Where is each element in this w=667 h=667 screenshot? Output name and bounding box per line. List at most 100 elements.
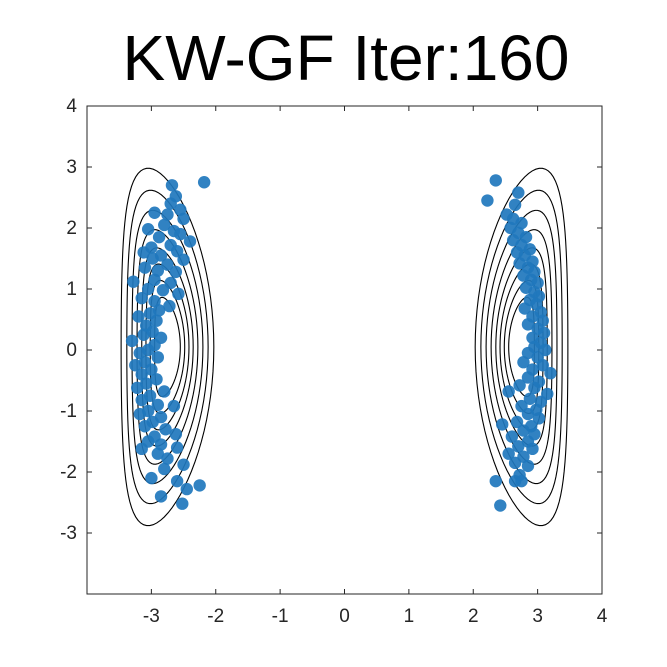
- scatter-point-1-56: [510, 415, 524, 429]
- x-tick-label-1: -2: [207, 606, 224, 627]
- scatter-point-0-56: [135, 393, 148, 407]
- scatter-point-0-5: [148, 206, 161, 219]
- scatter-point-0-30: [172, 287, 185, 301]
- y-axis-ticks: -3 -2 -1 0 1 2 3 4: [60, 96, 602, 544]
- scatter-point-0-25: [127, 275, 140, 288]
- scatter-point-0-42: [125, 334, 139, 348]
- scatter-point-1-61: [505, 430, 519, 443]
- scatter-point-0-58: [167, 399, 181, 413]
- y-tick-label-5: 2: [66, 218, 77, 239]
- scatter-point-0-28: [141, 282, 155, 296]
- x-tick-label-6: 3: [532, 606, 543, 627]
- scatter-point-0-69: [170, 441, 184, 454]
- scatter-point-0-54: [158, 385, 171, 398]
- scatter-point-0-12: [152, 230, 166, 244]
- scatter-point-0-51: [150, 373, 163, 386]
- scatter-point-0-8: [158, 218, 171, 232]
- scatter-point-1-46: [513, 379, 526, 392]
- scatter-point-1-43: [544, 366, 557, 380]
- scatter-point-0-46: [151, 351, 165, 364]
- scatter-point-1-2: [481, 194, 494, 207]
- scatter-point-1-70: [489, 474, 502, 488]
- scatter-point-0-40: [137, 328, 150, 341]
- scatter-point-1-50: [523, 392, 537, 405]
- scatter-point-0-77: [193, 479, 206, 492]
- scatter-point-0-22: [138, 261, 152, 274]
- contour-line-1-1: [480, 189, 563, 505]
- scatter-point-0-72: [161, 452, 174, 465]
- scatter-point-1-65: [502, 447, 515, 460]
- scatter-point-1-48: [502, 385, 515, 398]
- y-tick-label-4: 1: [66, 279, 77, 300]
- scatter-point-0-53: [131, 381, 144, 395]
- scatter-point-1-63: [512, 440, 525, 453]
- scatter-point-1-3: [508, 198, 522, 212]
- scatter-point-0-33: [163, 299, 176, 313]
- contour-line-1-3: [490, 229, 553, 465]
- scatter-point-0-80: [176, 497, 189, 510]
- scatter-point-1-54: [521, 407, 535, 421]
- scatter-point-0-20: [177, 253, 190, 266]
- scatter-point-1-31: [521, 318, 535, 331]
- contour-line-1-0: [474, 167, 569, 527]
- scatter-point-1-41: [536, 359, 549, 372]
- chart-title: KW-GF Iter:160: [123, 22, 570, 94]
- scatter-point-0-79: [154, 490, 168, 503]
- scatter-point-1-64: [526, 442, 539, 456]
- scatter-point-1-44: [521, 371, 535, 384]
- scatter-point-1-58: [496, 418, 509, 431]
- scatter-point-0-48: [129, 359, 142, 372]
- x-tick-label-5: 2: [468, 606, 479, 627]
- y-tick-label-3: 0: [66, 340, 77, 361]
- x-tick-label-0: -3: [143, 606, 160, 627]
- scatter-point-0-45: [133, 346, 146, 360]
- scatter-point-0-31: [135, 291, 148, 305]
- scatter-point-0-60: [133, 407, 146, 421]
- scatter-point-0-63: [138, 420, 152, 433]
- scatter-point-0-26: [148, 273, 161, 287]
- contour-line-1-2: [485, 209, 558, 485]
- scatter-point-0-70: [135, 442, 148, 456]
- scatter-point-0-50: [135, 368, 148, 381]
- x-tick-label-2: -1: [272, 606, 289, 627]
- scatter-point-0-13: [183, 235, 197, 248]
- scatter-point-0-3: [164, 197, 177, 210]
- scatter-point-1-0: [489, 174, 502, 187]
- scatter-point-0-49: [145, 363, 158, 376]
- x-axis-ticks: -3 -2 -1 0 1 2 3 4: [143, 106, 608, 627]
- scatter-point-1-27: [518, 302, 531, 315]
- scatter-point-1-1: [512, 186, 525, 199]
- x-tick-label-4: 1: [404, 606, 415, 627]
- scatter-point-1-37: [539, 343, 552, 357]
- scatter-point-1-72: [515, 474, 528, 488]
- scatter-point-1-67: [508, 456, 522, 470]
- y-tick-label-0: -3: [60, 523, 77, 544]
- scatter-point-1-59: [517, 424, 530, 437]
- y-tick-label-1: -2: [60, 462, 77, 483]
- scatter-point-0-17: [170, 244, 184, 258]
- scatter-point-0-16: [137, 246, 150, 259]
- scatter-point-0-76: [170, 474, 184, 488]
- scatter-points: [125, 174, 557, 512]
- scatter-point-0-27: [164, 276, 177, 290]
- scatter-point-0-74: [158, 462, 171, 476]
- scatter-point-0-32: [148, 295, 161, 308]
- x-tick-label-3: 0: [339, 606, 350, 627]
- scatter-point-0-71: [151, 447, 165, 460]
- scatter-point-0-57: [151, 398, 165, 412]
- scatter-point-0-29: [156, 284, 170, 297]
- scatter-point-1-6: [515, 216, 528, 230]
- scatter-point-0-75: [145, 471, 158, 485]
- x-tick-label-7: 4: [597, 606, 608, 627]
- scatter-point-0-19: [146, 252, 159, 265]
- y-tick-label-7: 4: [66, 96, 77, 117]
- scatter-point-1-47: [528, 381, 541, 395]
- scatter-point-0-65: [169, 427, 183, 441]
- y-tick-label-2: -1: [60, 401, 77, 422]
- scatter-point-0-6: [161, 208, 174, 221]
- scatter-point-0-73: [177, 458, 190, 471]
- scatter-point-0-10: [141, 223, 155, 236]
- scatter-point-1-55: [532, 412, 546, 425]
- scatter-point-0-21: [161, 258, 174, 271]
- scatter-point-0-1: [165, 179, 179, 192]
